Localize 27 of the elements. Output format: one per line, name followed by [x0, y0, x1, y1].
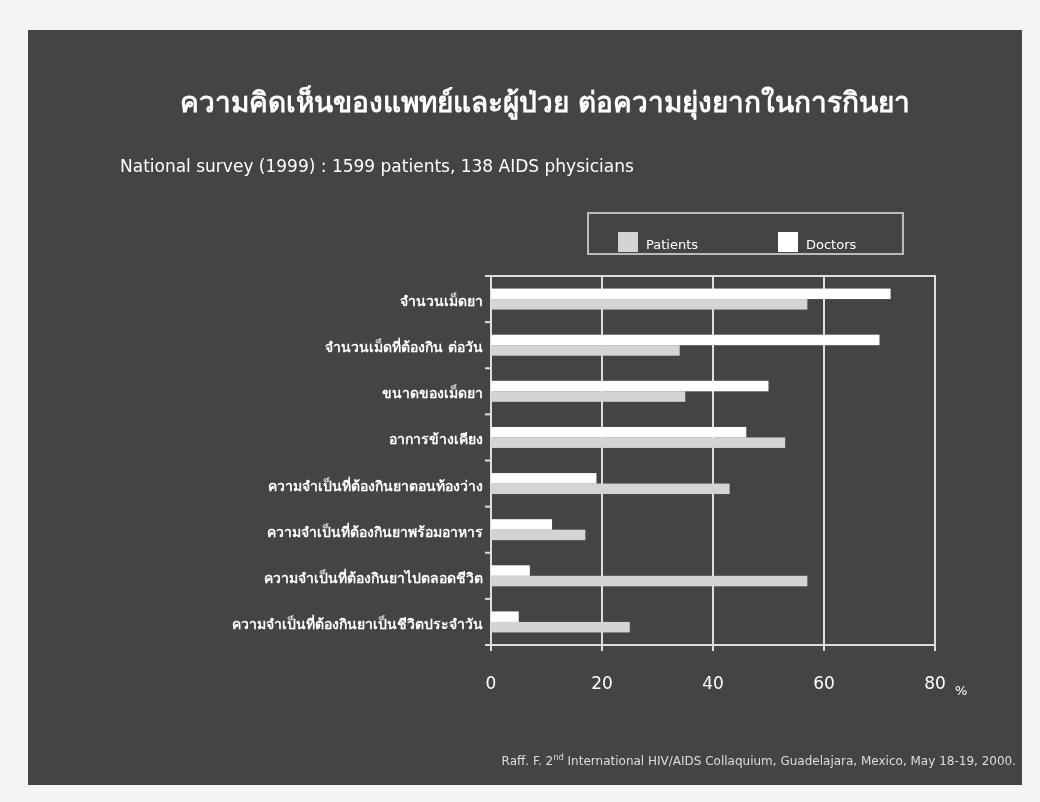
x-tick-label: 20	[591, 673, 613, 693]
chart-title: ความคิดเห็นของแพทย์และผู้ป่วย ต่อความยุ่งยากในการกินยา	[179, 85, 911, 120]
x-tick-label: 0	[485, 673, 497, 693]
y-tick-label: ความจำเป็นที่ต้องกินยาพร้อมอาหาร	[267, 521, 483, 540]
bar	[491, 426, 747, 438]
bar	[491, 473, 597, 484]
y-tick-label: จำนวนเม็ดยา	[400, 292, 483, 310]
y-tick-label: จำนวนเม็ดที่ต้องกิน ต่อวัน	[325, 337, 483, 356]
y-tick-label: ความจำเป็นที่ต้องกินยาไปตลอดชีวิต	[264, 567, 483, 586]
legend-label: Doctors	[806, 237, 857, 252]
x-tick-label: 80	[924, 673, 946, 693]
x-tick-label: 40	[702, 673, 724, 693]
bar	[491, 288, 891, 300]
bar	[491, 611, 519, 622]
bar	[491, 334, 880, 346]
chart-subtitle: National survey (1999) : 1599 patients, 138 AIDS physicians	[120, 156, 634, 176]
y-tick-label: ขนาดของเม็ดยา	[382, 384, 483, 402]
text: Raff. F. 2$^{nd}$ International HIV/AIDS Collaquium, Guadelajara, Mexico, May 18-19, 2000.	[501, 752, 1016, 768]
x-tick-label: 60	[813, 673, 835, 693]
y-tick-label: อาการข้างเคียง	[389, 431, 483, 448]
y-tick-label: ความจำเป็นที่ต้องกินยาเป็นชีวิตประจำวัน	[232, 613, 483, 632]
bar	[491, 519, 553, 530]
x-axis-title: %	[955, 683, 968, 698]
legend-label: Patients	[646, 237, 699, 252]
y-tick-label: ความจำเป็นที่ต้องกินยาตอนท้องว่าง	[268, 475, 483, 494]
bar	[491, 565, 530, 576]
bar	[491, 380, 769, 392]
